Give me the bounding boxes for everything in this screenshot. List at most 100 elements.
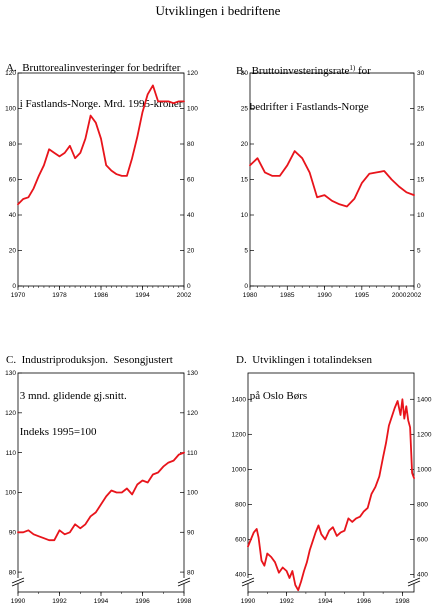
- panel-d-xtick-label: 1996: [357, 598, 372, 604]
- axis-break-mark: [177, 577, 191, 584]
- panel-b-ytick-label-right: 30: [417, 70, 425, 77]
- axis-break-gap: [243, 578, 253, 584]
- panel-b-xtick-label: 1980: [243, 292, 258, 299]
- panel-a-ytick-label-right: 20: [187, 248, 195, 255]
- panel-b-ytick-label-right: 0: [417, 283, 421, 290]
- panel-a-frame: [17, 72, 185, 287]
- panel-c-ytick-label-right: 100: [187, 490, 198, 497]
- panel-d-ytick-label-left: 600: [235, 537, 246, 544]
- panel-d-ytick-label-left: 1200: [232, 432, 247, 439]
- panel-c-frame: [17, 372, 185, 593]
- axis-break-mark: [407, 580, 421, 587]
- panel-b-ytick-label-left: 30: [241, 70, 249, 77]
- footnote-marker: 1): [349, 64, 356, 72]
- panel-c-xtick-label: 1990: [11, 598, 26, 604]
- panel-d-series-line: [247, 398, 415, 592]
- panel-b-xtick-label: 1990: [317, 292, 332, 299]
- panel-b-xtick-label: 2002: [407, 292, 422, 299]
- panel-b-ytick-label-left: 5: [244, 248, 248, 255]
- panel-a-ytick-label-right: 100: [187, 106, 198, 113]
- panel-d-ytick-label-right: 600: [417, 537, 428, 544]
- panel-a-ytick-label-left: 0: [12, 283, 16, 290]
- panel-b-ytick-label-left: 25: [241, 106, 249, 113]
- axis-break-mark: [177, 580, 191, 587]
- panel-a-ytick-label-right: 120: [187, 70, 198, 77]
- panel-a-xtick-label: 1978: [52, 292, 67, 299]
- axis-break-mark: [241, 577, 255, 584]
- panel-b-xtick-label: 2000: [392, 292, 407, 299]
- panel-d-ytick-label-right: 1200: [417, 432, 432, 439]
- panel-d-ytick-label-left: 1400: [232, 396, 247, 403]
- panel-d-frame: [247, 372, 415, 593]
- panel-c-ytick-label-right: 110: [187, 450, 198, 457]
- panel-b-ytick-label-left: 20: [241, 141, 249, 148]
- panel-a-xtick-label: 1986: [94, 292, 109, 299]
- panel-b-title: B. Bruttoinvesteringsrate1) for bedrifte…: [236, 38, 371, 125]
- panel-b-ytick-label-right: 25: [417, 106, 425, 113]
- panel-c-ytick-label-left: 130: [5, 370, 16, 377]
- panel-b-frame: [249, 72, 415, 287]
- panel-b-xtick-label: 1985: [280, 292, 295, 299]
- panel-d-title-line2: på Oslo Børs: [236, 390, 308, 402]
- panel-c-xtick-label: 1992: [52, 598, 67, 604]
- panel-a-ytick-label-right: 0: [187, 283, 191, 290]
- panel-b-series-line: [249, 150, 415, 208]
- panel-a-ytick-label-right: 80: [187, 141, 195, 148]
- panel-c-ytick-label-left: 120: [5, 410, 16, 417]
- panel-b-xtick-label: 1995: [355, 292, 370, 299]
- panel-a-ytick-label-left: 60: [9, 177, 17, 184]
- panel-d-xtick-label: 1994: [318, 598, 333, 604]
- panel-c-xtick-label: 1998: [177, 598, 192, 604]
- panel-c-title: C. Industriproduksjon. Sesongjustert 3 m…: [6, 330, 173, 450]
- panel-c-ytick-label-right: 130: [187, 370, 198, 377]
- panel-b-ytick-label-left: 15: [241, 177, 249, 184]
- panel-a-series-line: [17, 84, 185, 206]
- panel-a-title: A. Bruttorealinvesteringer for bedrifter…: [6, 38, 182, 122]
- panel-d-title: D. Utviklingen i totalindeksen på Oslo B…: [236, 330, 372, 414]
- panel-d-ytick-label-left: 800: [235, 502, 246, 509]
- axis-break-gap: [409, 578, 419, 584]
- panel-a-title-line1: A. Bruttorealinvesteringer for bedrifter: [6, 62, 181, 74]
- axis-break-mark: [11, 580, 25, 587]
- axis-break-mark: [241, 580, 255, 587]
- axis-break-mark: [407, 577, 421, 584]
- panel-c-ytick-label-right: 80: [187, 569, 195, 576]
- panel-c-title-line2: 3 mnd. glidende gj.snitt.: [6, 390, 127, 402]
- panel-d-xtick-label: 1990: [241, 598, 256, 604]
- panel-d-ytick-label-left: 400: [235, 572, 246, 579]
- panel-a-ytick-label-right: 60: [187, 177, 195, 184]
- panel-c-ytick-label-right: 90: [187, 529, 195, 536]
- panel-a-xtick-label: 1970: [11, 292, 26, 299]
- panel-a-xtick-label: 2002: [177, 292, 192, 299]
- axis-break-gap: [13, 578, 23, 584]
- panel-d-ytick-label-right: 1000: [417, 467, 432, 474]
- panel-a-ytick-label-left: 80: [9, 141, 17, 148]
- panel-a-xtick-label: 1994: [135, 292, 150, 299]
- panel-b-ytick-label-left: 0: [244, 283, 248, 290]
- panel-a-ytick-label-left: 20: [9, 248, 17, 255]
- panel-c-series-line: [17, 451, 185, 542]
- panel-d-title-line1: D. Utviklingen i totalindeksen: [236, 354, 372, 366]
- panel-d-ytick-label-left: 1000: [232, 467, 247, 474]
- panel-c-ytick-label-right: 120: [187, 410, 198, 417]
- panel-a-ytick-label-left: 120: [5, 70, 16, 77]
- panel-c-xtick-label: 1996: [135, 598, 150, 604]
- axis-break-gap: [179, 578, 189, 584]
- panel-a-ytick-label-right: 40: [187, 212, 195, 219]
- axis-break-mark: [11, 577, 25, 584]
- panel-a-ytick-label-left: 100: [5, 106, 16, 113]
- panel-d-ytick-label-right: 800: [417, 502, 428, 509]
- panel-b-title-line1-suffix: for: [355, 65, 371, 77]
- panel-d-xtick-label: 1992: [279, 598, 294, 604]
- panel-c-title-line1: C. Industriproduksjon. Sesongjustert: [6, 354, 173, 366]
- panel-d-xtick-label: 1998: [395, 598, 410, 604]
- panel-c-ytick-label-left: 100: [5, 490, 16, 497]
- page-title: Utviklingen i bedriftene: [155, 3, 281, 18]
- panel-c-ytick-label-left: 80: [9, 569, 17, 576]
- panel-c-ytick-label-left: 90: [9, 529, 17, 536]
- panel-b-ytick-label-right: 15: [417, 177, 425, 184]
- panel-b-title-line2: bedrifter i Fastlands-Norge: [236, 101, 369, 113]
- panel-b-title-line1: B. Bruttoinvesteringsrate: [236, 65, 350, 77]
- panel-b-ytick-label-left: 10: [241, 212, 249, 219]
